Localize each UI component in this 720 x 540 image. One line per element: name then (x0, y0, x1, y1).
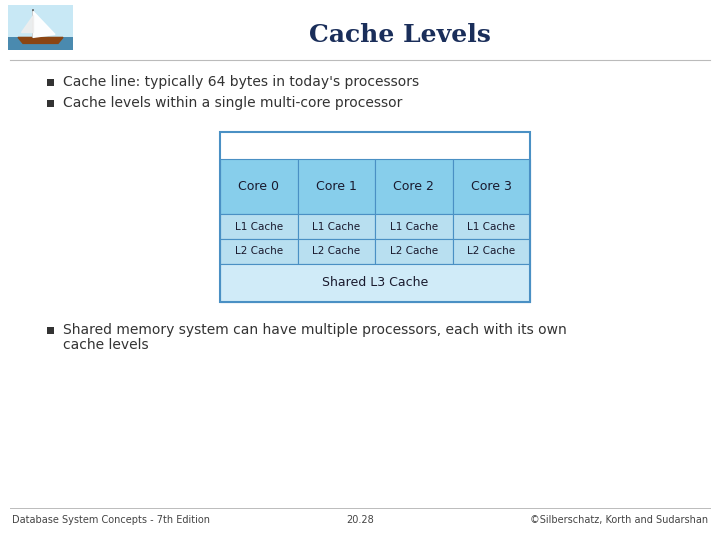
Text: 20.28: 20.28 (346, 515, 374, 525)
Bar (220, 159, 297, 214)
Bar (220, 264, 530, 302)
Bar (452, 239, 530, 264)
Bar (47, 100, 54, 107)
Bar (452, 159, 530, 214)
Text: L1 Cache: L1 Cache (235, 221, 283, 232)
Bar (8, 37, 73, 50)
Text: L2 Cache: L2 Cache (235, 246, 283, 256)
Bar (47, 327, 54, 334)
Text: Cache levels within a single multi-core processor: Cache levels within a single multi-core … (63, 96, 402, 110)
Text: L2 Cache: L2 Cache (312, 246, 360, 256)
Bar (8, 5, 73, 50)
Bar (452, 214, 530, 239)
Polygon shape (21, 15, 33, 32)
Text: L1 Cache: L1 Cache (467, 221, 516, 232)
Text: Core 1: Core 1 (316, 180, 356, 193)
Text: ©Silberschatz, Korth and Sudarshan: ©Silberschatz, Korth and Sudarshan (530, 515, 708, 525)
Bar (220, 239, 297, 264)
Text: Core 3: Core 3 (471, 180, 512, 193)
Bar (220, 132, 530, 302)
Polygon shape (33, 11, 55, 37)
Text: Shared memory system can have multiple processors, each with its own: Shared memory system can have multiple p… (63, 323, 567, 337)
Text: L2 Cache: L2 Cache (467, 246, 516, 256)
Polygon shape (18, 37, 63, 43)
Bar (375, 214, 452, 239)
Text: L2 Cache: L2 Cache (390, 246, 438, 256)
Bar (375, 239, 452, 264)
Text: L1 Cache: L1 Cache (390, 221, 438, 232)
Bar (375, 159, 452, 214)
Text: cache levels: cache levels (63, 338, 148, 352)
Text: Core 0: Core 0 (238, 180, 279, 193)
Text: Cache Levels: Cache Levels (309, 23, 491, 47)
Bar (220, 214, 297, 239)
Text: Shared L3 Cache: Shared L3 Cache (322, 276, 428, 289)
Text: Core 2: Core 2 (393, 180, 434, 193)
Bar (297, 239, 375, 264)
Bar (297, 159, 375, 214)
Bar (47, 79, 54, 86)
Text: L1 Cache: L1 Cache (312, 221, 360, 232)
Text: Cache line: typically 64 bytes in today's processors: Cache line: typically 64 bytes in today'… (63, 75, 419, 89)
Bar (297, 214, 375, 239)
Text: Database System Concepts - 7th Edition: Database System Concepts - 7th Edition (12, 515, 210, 525)
